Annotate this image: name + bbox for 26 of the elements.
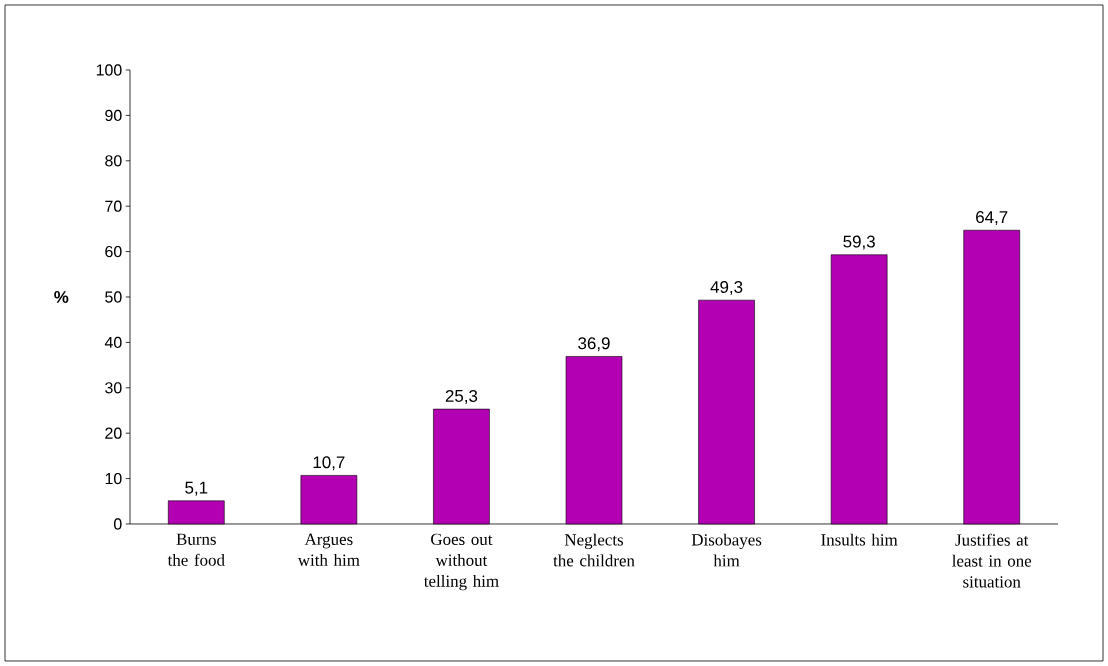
y-tick-label: 0 — [114, 518, 122, 530]
y-tick-label: 20 — [105, 427, 122, 439]
x-tick-label: Insults him — [821, 533, 898, 546]
x-tick-label: Goes out without telling him — [423, 533, 499, 591]
x-tick-label: Argues with him — [297, 533, 360, 566]
x-tick-label: Neglects the children — [553, 533, 635, 567]
y-tick-label: 90 — [105, 109, 122, 122]
y-tick-label: 50 — [105, 291, 122, 303]
y-tick-label: 100 — [96, 64, 122, 76]
x-tick-label: Justifies at least in one situation — [952, 533, 1032, 588]
data-label: 5,1 — [185, 481, 208, 496]
x-tick-label: Burns the food — [167, 533, 225, 566]
data-label: 59,3 — [843, 235, 875, 250]
data-label: 36,9 — [578, 337, 610, 352]
data-label: 25,3 — [445, 389, 478, 404]
data-label: 64,7 — [976, 211, 1008, 226]
y-tick-label: 40 — [104, 336, 122, 349]
data-label: 49,3 — [710, 280, 743, 295]
x-tick-label: Disobayes him — [691, 533, 762, 567]
y-tick-label: 60 — [105, 245, 122, 258]
y-tick-label: 30 — [105, 382, 122, 394]
y-tick-label: 70 — [105, 200, 122, 212]
data-label: 10,7 — [313, 456, 345, 471]
y-tick-label: 80 — [105, 155, 122, 167]
y-axis-title: % — [54, 291, 69, 303]
y-tick-label: 10 — [105, 472, 122, 485]
